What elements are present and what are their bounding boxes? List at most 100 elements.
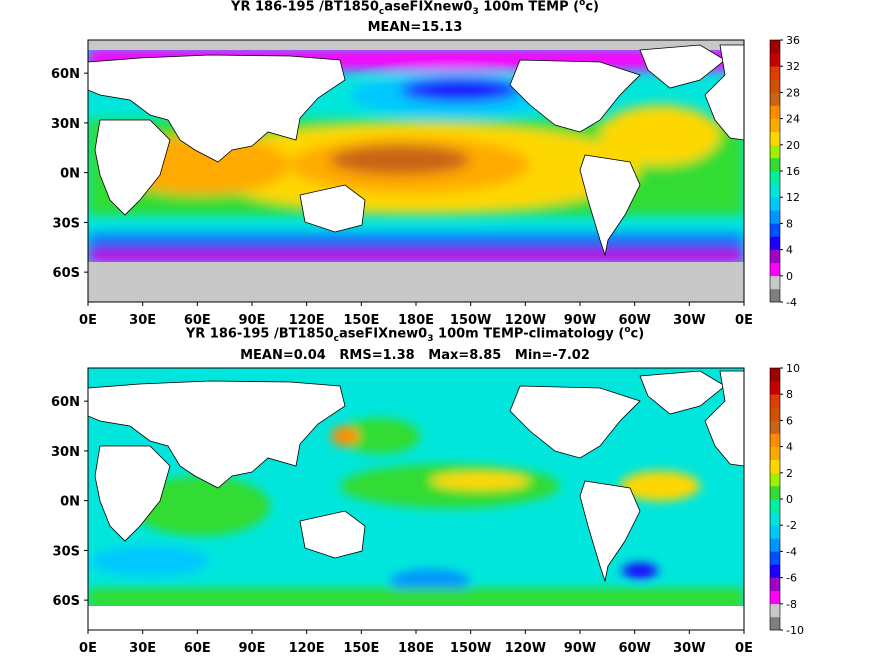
colorbar-segment [770, 525, 780, 539]
y-tick-label: 60S [53, 266, 80, 281]
temperature-map-panel: 0E 30E 60E 90E 120E 150E 180E 150W 120W 90W 60W 30W… [51, 34, 800, 328]
x-tick-label: 90E [239, 641, 266, 656]
colorbar-segment [770, 288, 780, 303]
x-tick-label: 150E [343, 641, 379, 656]
x-tick-label: 0E [735, 641, 753, 656]
colorbar-segment [770, 512, 780, 526]
y-tick-label: 0N [60, 167, 80, 182]
colorbar-tick-label: -10 [786, 624, 804, 637]
colorbar-segment [770, 171, 780, 185]
colorbar-segment [770, 459, 780, 474]
colorbar-tick-label: 6 [786, 414, 793, 427]
x-tick-label: 180E [398, 313, 434, 328]
colorbar-segment [770, 118, 780, 132]
chart-stats-1: MEAN=15.13 [367, 20, 463, 35]
colorbar-segment [770, 577, 780, 591]
colorbar-segment [770, 407, 780, 421]
x-tick-label: 30W [673, 641, 705, 656]
colorbar-segment [770, 184, 780, 198]
x-tick-label: 30E [129, 313, 156, 328]
x-tick-label: 60E [184, 313, 211, 328]
x-tick-label: 120W [505, 313, 546, 328]
y-tick-label: 30N [51, 117, 80, 132]
colorbar: 36 32 28 24 20 16 12 8 4 0 -4 [769, 34, 800, 309]
colorbar-segment [770, 472, 780, 487]
colorbar-segment [770, 446, 780, 460]
x-tick-label: 150E [343, 313, 379, 328]
colorbar-segment [770, 394, 780, 408]
x-tick-labels: 0E 30E 60E 90E 120E 150E 180E 150W 120W 90W 60W 30W… [79, 302, 753, 328]
arctic-ice [88, 40, 744, 50]
x-tick-label: 120E [289, 313, 325, 328]
x-tick-label: 60E [184, 641, 211, 656]
colorbar-tick-label: 0 [786, 493, 793, 506]
y-tick-label: 30S [53, 216, 80, 231]
y-tick-label: 30S [53, 544, 80, 559]
x-tick-label: 0E [79, 313, 97, 328]
colorbar-segment [770, 79, 780, 93]
x-tick-label: 120E [289, 641, 325, 656]
colorbar-segment [770, 40, 780, 54]
colorbar-tick-label: -6 [786, 572, 797, 585]
colorbar-tick-label: 16 [786, 165, 800, 178]
colorbar-segment [770, 275, 780, 290]
colorbar-segment [770, 197, 780, 211]
colorbar-tick-label: 36 [786, 34, 800, 47]
colorbar-tick-label: 8 [786, 217, 793, 230]
colorbar-segment [770, 262, 780, 277]
colorbar-segment [770, 420, 780, 434]
chart-title-2: YR 186-195 /BT1850caseFIXnew03 100m TEMP… [185, 325, 645, 344]
x-tick-label: 90W [564, 641, 596, 656]
colorbar: 10 8 6 4 2 0 -2 -4 -6 -8 -10 [769, 362, 804, 637]
colorbar-segment [770, 236, 780, 250]
colorbar-segment [770, 485, 780, 500]
colorbar-tick-label: 20 [786, 139, 800, 152]
x-tick-label: 90E [239, 313, 266, 328]
x-tick-label: 30E [129, 641, 156, 656]
colorbar-tick-label: 24 [786, 113, 800, 126]
x-tick-labels: 0E 30E 60E 90E 120E 150E 180E 150W 120W 90W 60W 30W… [79, 630, 753, 656]
colorbar-tick-label: 28 [786, 86, 800, 99]
x-tick-label: 180E [398, 641, 434, 656]
x-tick-label: 90W [564, 313, 596, 328]
x-tick-label: 150W [450, 641, 491, 656]
colorbar-tick-label: 10 [786, 362, 800, 375]
colorbar-tick-label: -4 [786, 545, 797, 558]
colorbar-tick-label: 0 [786, 270, 793, 283]
x-tick-label: 60W [618, 641, 650, 656]
colorbar-segment [770, 131, 780, 146]
colorbar-tick-label: -2 [786, 519, 797, 532]
colorbar-segment [770, 564, 780, 578]
y-tick-label: 30N [51, 445, 80, 460]
colorbar-tick-label: 4 [786, 441, 793, 454]
colorbar-segment [770, 92, 780, 106]
colorbar-tick-label: 8 [786, 388, 793, 401]
x-tick-label: 60W [618, 313, 650, 328]
x-tick-label: 120W [505, 641, 546, 656]
x-tick-label: 0E [735, 313, 753, 328]
colorbar-segment [770, 105, 780, 119]
colorbar-tick-label: 32 [786, 60, 800, 73]
polar-mask [88, 606, 744, 630]
colorbar-segment [770, 66, 780, 80]
colorbar-segment [770, 538, 780, 552]
colorbar-tick-label: -4 [786, 296, 797, 309]
colorbar-segment [770, 144, 780, 159]
colorbar-segment [770, 381, 780, 395]
colorbar-segment [770, 433, 780, 447]
colorbar-segment [770, 157, 780, 172]
y-tick-label: 60S [53, 594, 80, 609]
y-tick-labels: 60N 30N 0N 30S 60S [51, 395, 88, 609]
y-tick-label: 0N [60, 495, 80, 510]
colorbar-segment [770, 499, 780, 513]
y-tick-label: 60N [51, 395, 80, 410]
x-tick-label: 0E [79, 641, 97, 656]
antarctic-ice [88, 262, 744, 302]
x-tick-label: 150W [450, 313, 491, 328]
colorbar-tick-label: 12 [786, 191, 800, 204]
y-tick-label: 60N [51, 67, 80, 82]
colorbar-tick-label: -8 [786, 598, 797, 611]
colorbar-segment [770, 603, 780, 618]
land-masses [88, 44, 744, 257]
x-tick-label: 30W [673, 313, 705, 328]
